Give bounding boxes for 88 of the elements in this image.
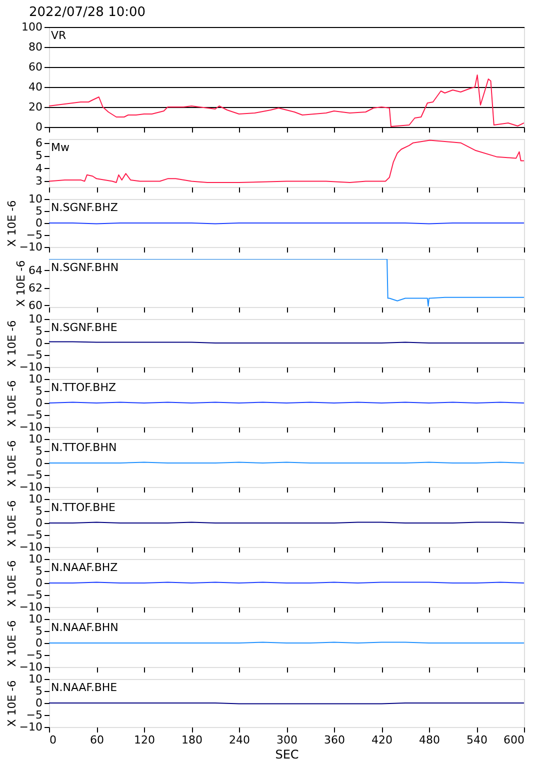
y-tick-label: −10 (19, 240, 42, 254)
y-tick-label: −5 (26, 648, 42, 662)
annotation: N.TTOF.BHZ (51, 381, 117, 394)
y-axis-title: X 10E -6 (5, 680, 18, 727)
line-series (49, 259, 524, 307)
y-tick-label: 0 (36, 396, 42, 410)
y-axis-title: X 10E -6 (5, 620, 18, 667)
y-tick-label: −10 (19, 480, 42, 494)
x-tick-label: 420 (372, 734, 392, 746)
x-tick-label: 120 (134, 734, 155, 746)
y-tick-label: −10 (19, 540, 42, 554)
y-axis-title: X 10E -6 (5, 440, 18, 487)
x-axis-title: SEC (275, 748, 299, 762)
y-tick-label: 5 (36, 444, 42, 458)
y-tick-label: 10 (28, 612, 42, 626)
annotation: VR (51, 29, 67, 42)
x-tick-label: 480 (419, 734, 440, 746)
y-tick-label: 0 (36, 336, 42, 350)
x-tick-label: 240 (229, 734, 250, 746)
y-tick-label: 20 (28, 100, 42, 114)
y-tick-label: −10 (19, 360, 42, 374)
annotation: N.NAAF.BHN (51, 621, 118, 634)
y-tick-label: 0 (36, 120, 42, 134)
y-axis-title: X 10E -6 (5, 500, 18, 547)
y-axis-title: X 10E -6 (5, 200, 18, 247)
x-tick-label: 600 (504, 734, 524, 746)
y-tick-label: 10 (28, 192, 42, 206)
y-tick-label: 40 (28, 80, 42, 94)
y-tick-label: 10 (28, 552, 42, 566)
annotation: N.SGNF.BHZ (51, 201, 118, 214)
y-tick-label: −5 (26, 348, 42, 362)
y-tick-label: 80 (28, 40, 42, 54)
y-tick-label: 62 (28, 281, 42, 294)
y-tick-label: −10 (19, 720, 42, 734)
y-tick-label: 5 (36, 684, 42, 698)
y-tick-label: 10 (28, 372, 42, 386)
y-tick-label: 0 (36, 576, 42, 590)
y-tick-label: 10 (28, 312, 42, 326)
y-tick-label: −10 (19, 660, 42, 674)
y-tick-label: 0 (36, 696, 42, 710)
y-tick-label: 0 (36, 216, 42, 230)
y-tick-label: 5 (36, 504, 42, 518)
y-tick-label: 5 (36, 149, 42, 162)
y-tick-label: 64 (28, 264, 42, 277)
y-tick-label: 5 (36, 384, 42, 398)
y-tick-label: −10 (19, 600, 42, 614)
x-tick-label: 360 (324, 734, 345, 746)
y-tick-label: 10 (28, 492, 42, 506)
annotation: N.TTOF.BHN (51, 441, 117, 454)
y-tick-label: −5 (26, 228, 42, 242)
annotation: N.SGNF.BHN (51, 261, 119, 274)
y-tick-label: −5 (26, 408, 42, 422)
x-tick-label: 180 (182, 734, 202, 746)
y-axis-title: X 10E -6 (14, 260, 28, 307)
annotation: N.SGNF.BHE (51, 321, 118, 334)
x-tick-label: 0 (50, 734, 56, 746)
y-axis-title: X 10E -6 (5, 560, 18, 607)
y-tick-label: −5 (26, 528, 42, 542)
x-tick-label: 300 (276, 734, 298, 746)
y-tick-label: −5 (26, 588, 42, 602)
annotation: N.TTOF.BHE (51, 501, 116, 514)
y-axis-title: X 10E -6 (5, 380, 18, 427)
y-tick-label: 60 (28, 298, 42, 312)
annotation: N.NAAF.BHE (51, 681, 118, 694)
annotation: N.NAAF.BHZ (51, 561, 118, 574)
y-tick-label: 5 (36, 204, 42, 218)
y-tick-label: 5 (36, 564, 42, 578)
y-tick-label: 0 (36, 516, 42, 530)
line-series (49, 140, 524, 184)
y-tick-label: −5 (26, 708, 42, 722)
y-tick-label: 3 (36, 174, 42, 188)
y-axis-title: X 10E -6 (5, 320, 18, 367)
annotation: Mw (51, 141, 70, 154)
y-tick-label: 5 (36, 624, 42, 638)
y-tick-label: −5 (26, 468, 42, 482)
x-tick-label: 540 (466, 734, 488, 746)
y-tick-label: 0 (36, 456, 42, 470)
y-tick-label: 4 (36, 162, 42, 175)
y-tick-label: 100 (22, 20, 42, 34)
y-tick-label: −10 (19, 420, 42, 434)
y-tick-label: 6 (36, 136, 42, 150)
y-tick-label: 10 (28, 432, 42, 446)
chart-title: 2022/07/28 10:00 (29, 5, 146, 20)
y-tick-label: 10 (28, 672, 42, 686)
y-tick-label: 5 (36, 324, 42, 338)
y-tick-label: 60 (28, 60, 42, 74)
y-tick-label: 0 (36, 636, 42, 650)
x-tick-label: 60 (90, 734, 104, 746)
